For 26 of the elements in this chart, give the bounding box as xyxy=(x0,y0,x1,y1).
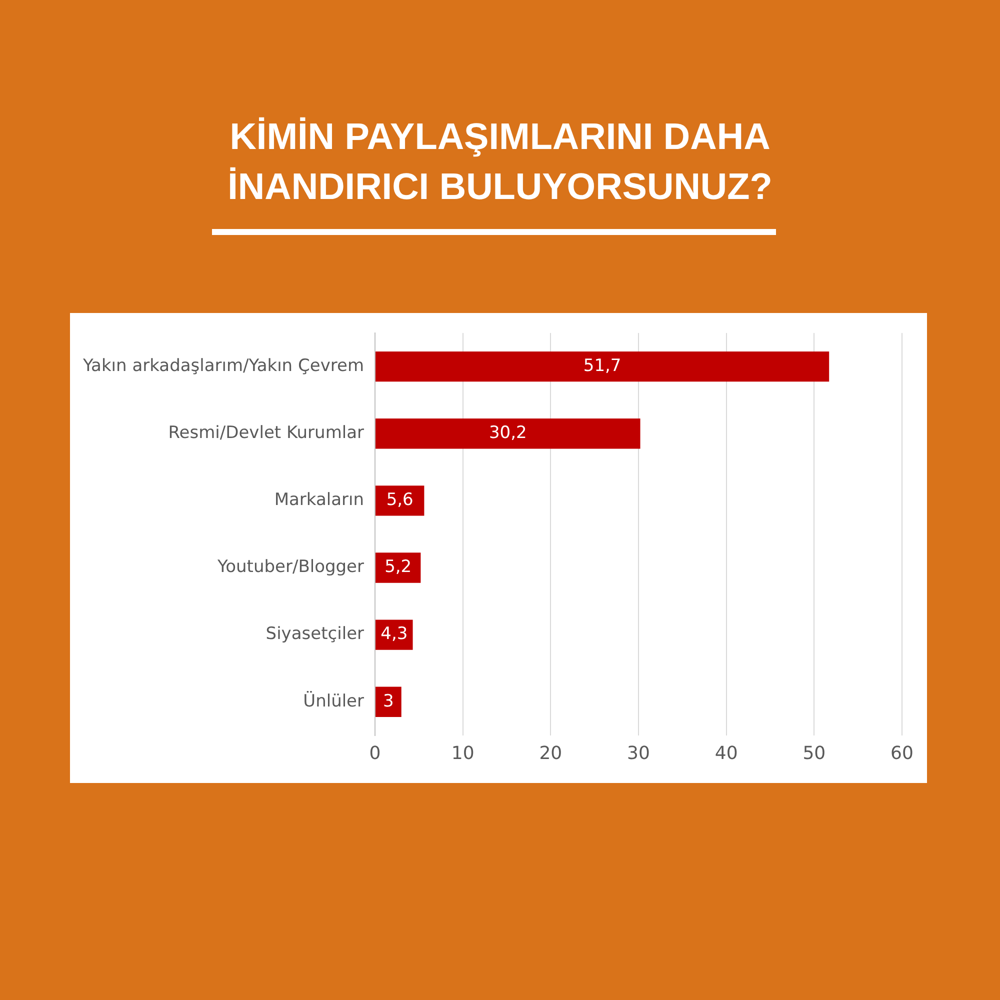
bar xyxy=(376,686,402,717)
bar xyxy=(376,418,640,449)
y-tick-label: Ünlüler xyxy=(303,690,364,712)
x-tick-label: 0 xyxy=(369,742,381,764)
data-label: 51,7 xyxy=(583,356,622,376)
x-tick-label: 20 xyxy=(539,742,562,764)
bar xyxy=(376,351,830,382)
data-label: 4,3 xyxy=(380,624,408,644)
bar xyxy=(376,552,421,583)
data-label: 5,6 xyxy=(386,490,414,510)
data-label: 30,2 xyxy=(488,423,527,444)
bar xyxy=(376,486,424,516)
chart-title: KİMİN PAYLAŞIMLARINI DAHA İNANDIRICI BULUYORSUNUZ? xyxy=(226,115,774,209)
x-tick-label: 10 xyxy=(451,742,474,764)
bar xyxy=(376,620,413,650)
x-tick-label: 30 xyxy=(627,742,650,764)
x-tick-label: 50 xyxy=(802,742,826,764)
data-label: 5,2 xyxy=(384,557,412,578)
y-tick-label: Youtuber/Blogger xyxy=(216,557,364,578)
y-tick-label: Resmi/Devlet Kurumlar xyxy=(168,423,364,444)
y-tick-label: Siyasetçiler xyxy=(266,624,364,644)
data-label: 3 xyxy=(383,691,394,712)
x-tick-label: 40 xyxy=(714,742,738,764)
y-tick-label: Yakın arkadaşlarım/Yakın Çevrem xyxy=(82,356,364,376)
x-tick-label: 60 xyxy=(890,742,914,764)
y-tick-label: Markaların xyxy=(274,490,364,510)
